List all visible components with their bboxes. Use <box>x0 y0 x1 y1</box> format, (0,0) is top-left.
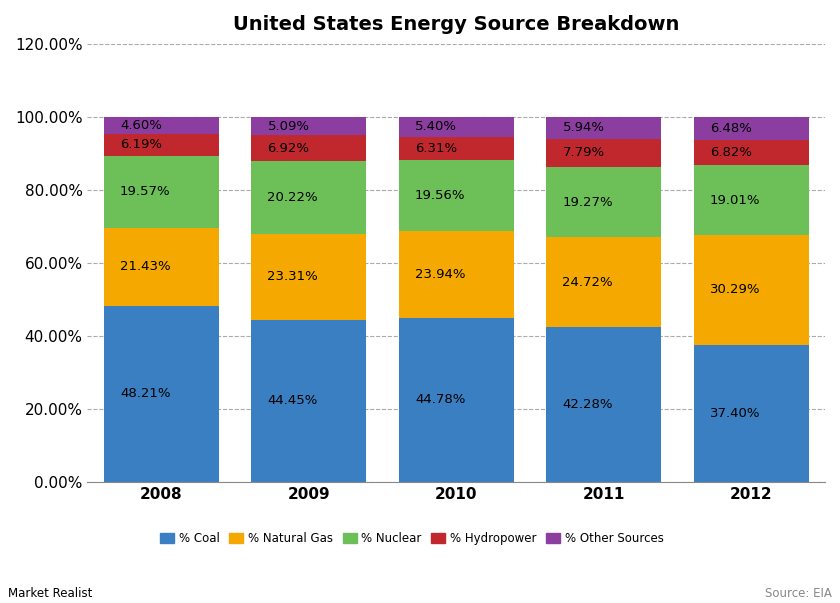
Bar <box>546 237 661 327</box>
Text: 6.19%: 6.19% <box>120 139 162 151</box>
Bar <box>103 227 218 306</box>
Text: 7.79%: 7.79% <box>563 147 605 159</box>
Text: 24.72%: 24.72% <box>563 276 613 289</box>
Bar <box>103 117 218 134</box>
Text: 23.31%: 23.31% <box>267 271 318 283</box>
Bar <box>694 346 809 482</box>
Bar <box>546 139 661 167</box>
Bar <box>546 327 661 482</box>
Text: 5.94%: 5.94% <box>563 121 605 134</box>
Bar <box>694 235 809 346</box>
Text: 21.43%: 21.43% <box>120 260 171 273</box>
Bar <box>546 167 661 237</box>
Bar <box>694 117 809 140</box>
Text: 44.45%: 44.45% <box>267 394 318 407</box>
Text: 23.94%: 23.94% <box>415 268 465 281</box>
Text: 37.40%: 37.40% <box>710 407 760 420</box>
Legend: % Coal, % Natural Gas, % Nuclear, % Hydropower, % Other Sources: % Coal, % Natural Gas, % Nuclear, % Hydr… <box>155 527 669 549</box>
Text: 42.28%: 42.28% <box>563 398 613 411</box>
Text: Source: EIA: Source: EIA <box>764 587 832 600</box>
Text: 19.57%: 19.57% <box>120 185 171 198</box>
Bar <box>251 136 366 161</box>
Text: Market Realist: Market Realist <box>8 587 92 600</box>
Bar <box>399 318 514 482</box>
Text: 5.40%: 5.40% <box>415 120 457 133</box>
Bar <box>103 156 218 227</box>
Bar <box>103 306 218 482</box>
Text: 48.21%: 48.21% <box>120 387 171 400</box>
Bar <box>103 134 218 156</box>
Text: 20.22%: 20.22% <box>267 191 318 204</box>
Text: 6.92%: 6.92% <box>267 142 309 154</box>
Bar <box>251 161 366 235</box>
Text: 6.31%: 6.31% <box>415 142 457 154</box>
Bar <box>399 231 514 318</box>
Text: 30.29%: 30.29% <box>710 283 760 297</box>
Bar <box>251 117 366 136</box>
Bar <box>399 160 514 231</box>
Bar <box>546 117 661 139</box>
Title: United States Energy Source Breakdown: United States Energy Source Breakdown <box>233 15 680 34</box>
Text: 5.09%: 5.09% <box>267 119 309 133</box>
Bar <box>694 140 809 165</box>
Text: 6.48%: 6.48% <box>710 122 752 135</box>
Bar <box>399 137 514 160</box>
Text: 4.60%: 4.60% <box>120 119 162 131</box>
Text: 6.82%: 6.82% <box>710 147 752 159</box>
Bar <box>694 165 809 235</box>
Bar <box>251 320 366 482</box>
Text: 19.01%: 19.01% <box>710 194 760 207</box>
Text: 19.56%: 19.56% <box>415 189 465 202</box>
Text: 19.27%: 19.27% <box>563 195 613 209</box>
Bar <box>251 235 366 320</box>
Bar <box>399 117 514 137</box>
Text: 44.78%: 44.78% <box>415 394 465 406</box>
